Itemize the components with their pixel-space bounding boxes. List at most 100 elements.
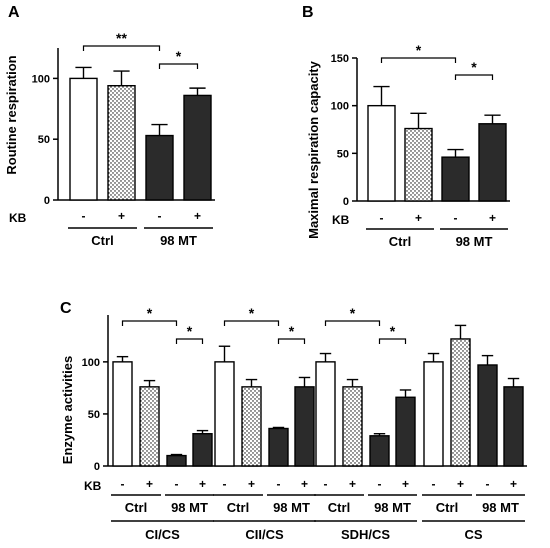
kb-sign: + [402,477,409,491]
bar [294,386,315,467]
y-tick-label: 0 [94,461,100,473]
bar [478,123,507,202]
kb-sign: - [380,211,384,225]
group-label: Ctrl [91,233,113,248]
kb-sign: - [378,477,382,491]
significance-bracket: * [380,42,457,63]
kb-sign: + [301,477,308,491]
kb-sign: + [489,211,496,225]
kb-sign: + [349,477,356,491]
group-label: Ctrl [125,500,147,515]
kb-sign: - [223,477,227,491]
bar [192,433,213,467]
bar [214,361,235,467]
significance-bracket: * [378,323,407,344]
kb-sign: + [248,477,255,491]
group-label: 98 MT [482,500,519,515]
bar [268,427,289,467]
kb-sign: - [486,477,490,491]
significance-label: * [416,42,422,58]
significance-label: ** [116,30,127,46]
y-tick-label: 50 [337,148,349,160]
bar [423,361,444,467]
y-tick-label: 100 [331,101,349,113]
kb-sign: + [118,209,125,223]
kb-sign: - [432,477,436,491]
significance-label: * [471,59,477,75]
category-label: SDH/CS [341,527,390,542]
bracket-line [175,338,204,344]
significance-label: * [147,305,153,321]
significance-bracket: * [223,305,280,326]
group-label: Ctrl [328,500,350,515]
kb-label: KB [84,479,102,493]
panel-letter: B [302,4,314,21]
bar [369,435,390,467]
bar [241,386,262,467]
significance-bracket: * [121,305,178,326]
bracket-line [454,74,494,80]
kb-sign: - [324,477,328,491]
category-label: CI/CS [145,527,180,542]
y-tick-label: 150 [331,53,349,65]
group-label: Ctrl [227,500,249,515]
bar [107,84,136,201]
bar [183,94,212,201]
y-axis-label: Enzyme activities [60,356,75,464]
y-tick-label: 0 [343,196,349,208]
bar [342,386,363,467]
bar [477,364,498,467]
bracket-line [380,57,457,63]
bar [139,386,160,467]
kb-sign: + [415,211,422,225]
kb-sign: + [510,477,517,491]
kb-label: KB [9,211,27,225]
significance-bracket: * [324,305,381,326]
kb-sign: - [82,209,86,223]
significance-label: * [350,305,356,321]
y-tick-label: 0 [44,195,50,207]
significance-label: * [249,305,255,321]
group-label: 98 MT [273,500,310,515]
kb-sign: + [194,209,201,223]
significance-label: * [390,323,396,339]
group-label: Ctrl [389,234,411,249]
bracket-line [82,45,161,51]
bar [441,156,470,202]
y-tick-label: 100 [32,73,50,85]
bar [404,127,433,202]
bar [69,77,98,201]
significance-label: * [187,323,193,339]
kb-sign: + [199,477,206,491]
bar [166,454,187,467]
kb-sign: + [457,477,464,491]
y-axis-label: Routine respiration [4,55,19,174]
significance-bracket: * [277,323,306,344]
bar [503,386,524,467]
significance-bracket: * [454,59,494,80]
significance-label: * [176,48,182,64]
kb-sign: - [454,211,458,225]
bar [367,104,396,202]
significance-bracket: ** [82,30,161,51]
group-label: Ctrl [436,500,458,515]
group-label: 98 MT [171,500,208,515]
bracket-line [158,63,199,69]
category-label: CS [464,527,482,542]
kb-label: KB [332,213,350,227]
panel-letter: C [60,300,72,317]
group-label: 98 MT [374,500,411,515]
bar [450,338,471,467]
bracket-line [277,338,306,344]
group-label: 98 MT [160,233,197,248]
y-axis-label: Maximal respiration capacity [306,60,321,239]
bracket-line [378,338,407,344]
significance-label: * [289,323,295,339]
bar [145,134,174,201]
y-tick-label: 50 [38,134,50,146]
category-label: CII/CS [245,527,284,542]
bar [112,361,133,467]
group-label: 98 MT [456,234,493,249]
panel-letter: A [8,4,20,21]
bracket-line [324,320,381,326]
